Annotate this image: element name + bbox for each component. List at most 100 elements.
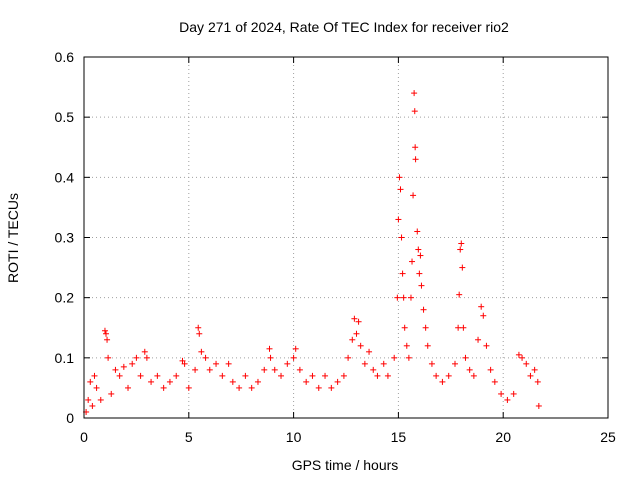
data-point bbox=[439, 378, 446, 385]
x-tick-label: 5 bbox=[185, 429, 193, 445]
x-tick-label: 25 bbox=[600, 429, 616, 445]
data-point bbox=[87, 378, 94, 385]
data-point bbox=[315, 384, 322, 391]
data-point bbox=[248, 384, 255, 391]
data-point bbox=[112, 366, 119, 373]
data-point bbox=[407, 294, 414, 301]
data-point bbox=[334, 378, 341, 385]
data-point bbox=[137, 372, 144, 379]
data-point bbox=[101, 327, 108, 334]
data-point bbox=[401, 324, 408, 331]
data-point bbox=[462, 354, 469, 361]
data-point bbox=[129, 360, 136, 367]
data-point bbox=[104, 336, 111, 343]
data-point bbox=[353, 330, 360, 337]
data-point bbox=[420, 306, 427, 313]
data-point bbox=[498, 390, 505, 397]
data-point bbox=[384, 372, 391, 379]
x-tick-label: 20 bbox=[495, 429, 511, 445]
data-point bbox=[445, 372, 452, 379]
data-point bbox=[89, 402, 96, 409]
data-point bbox=[303, 378, 310, 385]
data-point bbox=[309, 372, 316, 379]
data-point bbox=[394, 294, 401, 301]
data-point bbox=[242, 372, 249, 379]
data-point bbox=[357, 342, 364, 349]
data-point bbox=[397, 186, 404, 193]
data-point bbox=[361, 360, 368, 367]
data-point bbox=[290, 354, 297, 361]
y-tick-label: 0.2 bbox=[55, 290, 75, 306]
chart-title: Day 271 of 2024, Rate Of TEC Index for r… bbox=[179, 19, 509, 35]
data-point bbox=[91, 372, 98, 379]
data-point bbox=[491, 378, 498, 385]
data-point bbox=[160, 384, 167, 391]
data-point bbox=[236, 384, 243, 391]
data-point bbox=[396, 174, 403, 181]
data-point bbox=[417, 252, 424, 259]
data-point bbox=[166, 378, 173, 385]
x-tick-label: 10 bbox=[286, 429, 302, 445]
y-tick-label: 0.5 bbox=[55, 109, 75, 125]
data-point bbox=[405, 354, 412, 361]
data-point bbox=[181, 360, 188, 367]
data-point bbox=[411, 108, 418, 115]
x-tick-label: 0 bbox=[80, 429, 88, 445]
data-point bbox=[116, 372, 123, 379]
y-tick-label: 0.1 bbox=[55, 350, 75, 366]
data-point bbox=[399, 270, 406, 277]
data-point bbox=[412, 144, 419, 151]
data-point bbox=[219, 372, 226, 379]
data-point bbox=[410, 192, 417, 199]
y-tick-label: 0.4 bbox=[55, 169, 75, 185]
data-point bbox=[296, 366, 303, 373]
data-point bbox=[416, 270, 423, 277]
data-point bbox=[349, 336, 356, 343]
data-point bbox=[531, 366, 538, 373]
data-point bbox=[475, 336, 482, 343]
data-point bbox=[424, 342, 431, 349]
data-point bbox=[105, 354, 112, 361]
data-point bbox=[422, 324, 429, 331]
data-point bbox=[225, 360, 232, 367]
data-point bbox=[504, 396, 511, 403]
data-point bbox=[271, 366, 278, 373]
data-point bbox=[534, 378, 541, 385]
data-point bbox=[433, 372, 440, 379]
data-point bbox=[515, 351, 522, 358]
data-point bbox=[428, 360, 435, 367]
data-point bbox=[535, 402, 542, 409]
data-point bbox=[400, 294, 407, 301]
data-point bbox=[206, 366, 213, 373]
data-point bbox=[391, 354, 398, 361]
data-point bbox=[483, 342, 490, 349]
y-axis-label: ROTI / TECUs bbox=[5, 193, 21, 283]
y-tick-label: 0.6 bbox=[55, 49, 75, 65]
data-point bbox=[103, 330, 110, 337]
data-point bbox=[478, 303, 485, 310]
data-point bbox=[351, 315, 358, 322]
data-point bbox=[403, 342, 410, 349]
axes-layer: 0 0.1 0.2 0.3 0.4 0.5 0.6 0 5 10 15 20 25 bbox=[55, 49, 616, 445]
data-point bbox=[374, 372, 381, 379]
data-point bbox=[510, 390, 517, 397]
data-point bbox=[398, 234, 405, 241]
data-point bbox=[366, 348, 373, 355]
data-point bbox=[370, 366, 377, 373]
data-point bbox=[143, 354, 150, 361]
data-point bbox=[345, 354, 352, 361]
data-point bbox=[340, 372, 347, 379]
data-point bbox=[470, 372, 477, 379]
data-point bbox=[133, 354, 140, 361]
data-point bbox=[196, 330, 203, 337]
data-point bbox=[412, 156, 419, 163]
data-point bbox=[527, 372, 534, 379]
points-layer bbox=[83, 90, 542, 415]
data-point bbox=[411, 90, 418, 97]
data-point bbox=[460, 324, 467, 331]
data-point bbox=[328, 384, 335, 391]
data-point bbox=[487, 366, 494, 373]
data-point bbox=[195, 324, 202, 331]
data-point bbox=[395, 216, 402, 223]
